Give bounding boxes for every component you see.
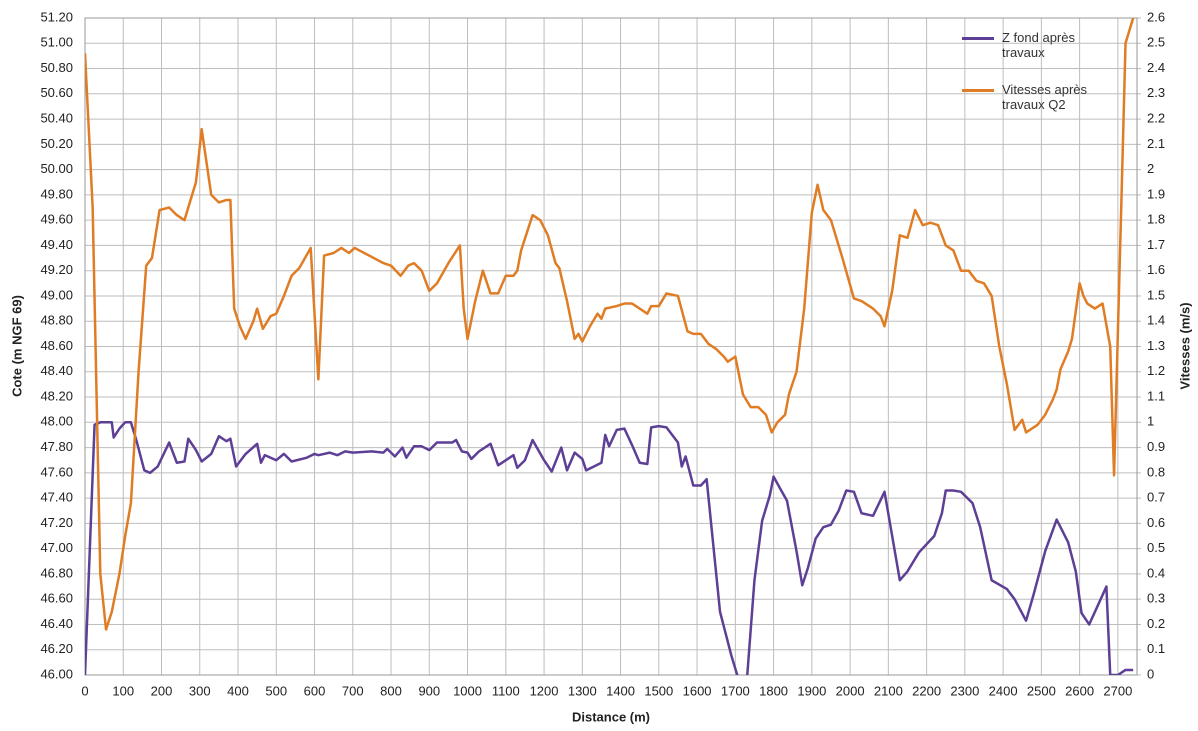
y2-tick-label: 2.3 [1147, 85, 1165, 100]
series-line [85, 421, 1134, 675]
x-axis-title: Distance (m) [572, 709, 650, 724]
x-tick-label: 100 [112, 683, 134, 698]
y-tick-label: 48.60 [40, 338, 73, 353]
plot-area [85, 18, 1135, 675]
x-tick-label: 2100 [874, 683, 903, 698]
x-tick-label: 0 [81, 683, 88, 698]
x-tick-label: 1200 [530, 683, 559, 698]
x-tick-label: 300 [189, 683, 211, 698]
x-tick-label: 2000 [836, 683, 865, 698]
y2-tick-label: 2.4 [1147, 60, 1165, 75]
y-tick-label: 48.80 [40, 313, 73, 328]
y2-tick-label: 0.3 [1147, 591, 1165, 606]
y2-tick-label: 1.3 [1147, 338, 1165, 353]
y2-tick-label: 1.9 [1147, 186, 1165, 201]
x-tick-label: 2200 [912, 683, 941, 698]
x-tick-label: 2600 [1065, 683, 1094, 698]
y-tick-label: 51.00 [40, 35, 73, 50]
y2-tick-label: 2.2 [1147, 111, 1165, 126]
legend-label: Vitesses après travaux Q2 [1002, 82, 1088, 112]
y-tick-label: 46.00 [40, 666, 73, 681]
y2-tick-label: 0.7 [1147, 490, 1165, 505]
legend-swatch [962, 89, 994, 92]
x-tick-label: 400 [227, 683, 249, 698]
y-tick-label: 46.40 [40, 616, 73, 631]
x-tick-label: 1800 [759, 683, 788, 698]
x-tick-label: 2500 [1027, 683, 1056, 698]
y-tick-label: 49.80 [40, 186, 73, 201]
y2-tick-label: 2.5 [1147, 35, 1165, 50]
y2-tick-label: 0 [1147, 666, 1154, 681]
series-line [85, 18, 1135, 631]
x-tick-label: 1000 [453, 683, 482, 698]
x-tick-label: 600 [304, 683, 326, 698]
y2-tick-label: 1.6 [1147, 262, 1165, 277]
y-tick-label: 50.00 [40, 161, 73, 176]
y-tick-label: 49.60 [40, 212, 73, 227]
x-tick-label: 1300 [568, 683, 597, 698]
y2-tick-label: 0.5 [1147, 540, 1165, 555]
y-tick-label: 49.20 [40, 262, 73, 277]
y2-tick-label: 2.6 [1147, 9, 1165, 24]
x-tick-label: 1500 [644, 683, 673, 698]
y2-tick-label: 1.2 [1147, 363, 1165, 378]
x-tick-label: 1700 [721, 683, 750, 698]
legend-label: Z fond après travaux [1002, 30, 1075, 60]
y-tick-label: 49.00 [40, 287, 73, 302]
x-tick-label: 2300 [950, 683, 979, 698]
legend-swatch [962, 37, 994, 40]
y-tick-label: 50.60 [40, 85, 73, 100]
y2-tick-label: 2 [1147, 161, 1154, 176]
y2-tick-label: 2.1 [1147, 136, 1165, 151]
y-tick-label: 47.40 [40, 490, 73, 505]
y-tick-label: 47.00 [40, 540, 73, 555]
y-tick-label: 50.20 [40, 136, 73, 151]
legend: Z fond après travaux Vitesses après trava… [962, 30, 1112, 134]
x-tick-label: 2700 [1103, 683, 1132, 698]
y-tick-label: 47.80 [40, 439, 73, 454]
x-tick-label: 900 [418, 683, 440, 698]
y2-axis-title: Vitesses (m/s) [1177, 302, 1192, 389]
x-tick-label: 800 [380, 683, 402, 698]
y-tick-label: 47.60 [40, 464, 73, 479]
legend-item: Z fond après travaux [962, 30, 1112, 60]
x-tick-label: 1400 [606, 683, 635, 698]
x-tick-label: 200 [151, 683, 173, 698]
y2-tick-label: 1.1 [1147, 388, 1165, 403]
y2-tick-label: 1 [1147, 414, 1154, 429]
y2-tick-label: 0.8 [1147, 464, 1165, 479]
y-axis-title: Cote (m NGF 69) [9, 295, 24, 397]
y-tick-label: 46.20 [40, 641, 73, 656]
y2-tick-label: 0.1 [1147, 641, 1165, 656]
y2-tick-label: 1.4 [1147, 313, 1165, 328]
y-tick-label: 51.20 [40, 9, 73, 24]
y2-tick-label: 1.5 [1147, 287, 1165, 302]
y-tick-label: 49.40 [40, 237, 73, 252]
y2-tick-label: 1.7 [1147, 237, 1165, 252]
y-tick-label: 48.00 [40, 414, 73, 429]
x-tick-label: 2400 [989, 683, 1018, 698]
legend-item: Vitesses après travaux Q2 [962, 82, 1112, 112]
y-tick-label: 48.40 [40, 363, 73, 378]
y-tick-label: 46.60 [40, 591, 73, 606]
y-tick-label: 50.80 [40, 60, 73, 75]
y-tick-label: 47.20 [40, 515, 73, 530]
y-tick-label: 46.80 [40, 565, 73, 580]
x-tick-label: 1100 [492, 683, 520, 698]
y-tick-label: 48.20 [40, 388, 73, 403]
plot-frame [84, 17, 1138, 676]
y2-tick-label: 0.6 [1147, 515, 1165, 530]
y-tick-label: 50.40 [40, 111, 73, 126]
y2-tick-label: 0.9 [1147, 439, 1165, 454]
x-tick-label: 1900 [797, 683, 826, 698]
y2-tick-label: 1.8 [1147, 212, 1165, 227]
x-tick-label: 1600 [683, 683, 712, 698]
y2-tick-label: 0.4 [1147, 565, 1165, 580]
y2-tick-label: 0.2 [1147, 616, 1165, 631]
x-tick-label: 700 [342, 683, 364, 698]
x-tick-label: 500 [265, 683, 287, 698]
